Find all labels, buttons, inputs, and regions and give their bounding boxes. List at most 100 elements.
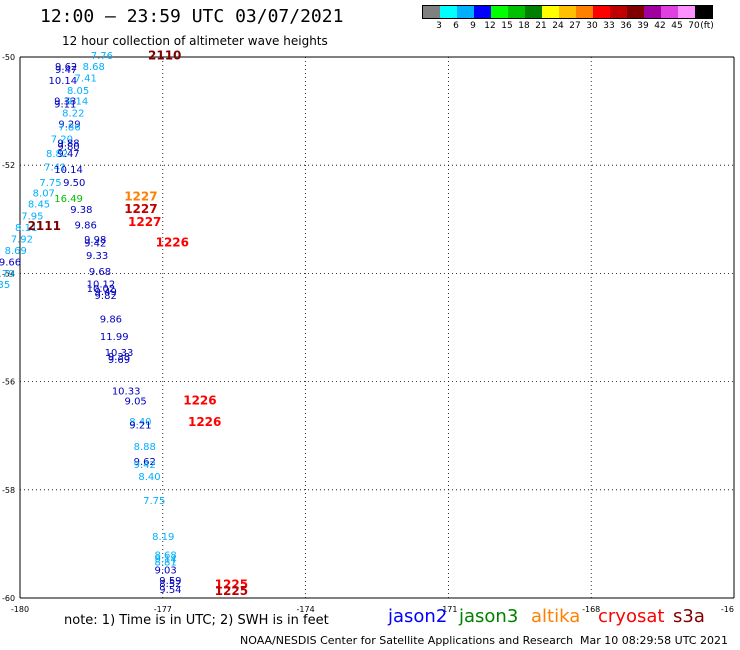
wave-height-label: 9.82 xyxy=(95,291,117,302)
wave-height-label: 9.49 xyxy=(95,287,117,298)
wave-height-label: 9.42 xyxy=(134,460,156,471)
legend-swatch xyxy=(457,6,474,18)
legend-label: 18 xyxy=(518,21,530,31)
wave-height-label: 10.12 xyxy=(87,279,116,290)
legend-label: 3 xyxy=(436,21,442,31)
wave-height-label: 7.75 xyxy=(143,496,165,507)
legend-swatch xyxy=(661,6,678,18)
wave-height-label: 8.05 xyxy=(67,86,89,97)
wave-height-label: 8.88 xyxy=(134,442,156,453)
legend-swatch xyxy=(542,6,559,18)
axis-ticks: -180 -177 -174 -171 -168 -16 -50 -52 -54 -56 -58 -6… xyxy=(2,53,734,614)
wave-height-label: 9.21 xyxy=(129,421,151,432)
y-tick-label: -54 xyxy=(2,269,15,278)
legend-swatch xyxy=(695,6,712,18)
wave-height-label: 11.99 xyxy=(100,332,129,343)
wave-height-label: 7.41 xyxy=(44,163,66,174)
legend-label: 9 xyxy=(470,21,476,31)
legend-label: 21 xyxy=(535,21,547,31)
page-title: 12:00 — 23:59 UTC 03/07/2021 xyxy=(40,6,344,27)
wave-height-label: 9.11 xyxy=(54,99,76,110)
wave-height-label: 9.38 xyxy=(70,205,92,216)
wave-height-label: 8.81 xyxy=(155,558,177,569)
wave-height-label: 9.14 xyxy=(155,554,177,565)
wave-height-label: 9.68 xyxy=(89,267,111,278)
wave-height-label: 9.29 xyxy=(58,119,80,130)
sat-cryosat: cryosat xyxy=(598,606,665,627)
wave-height-label: 8.35 xyxy=(0,280,10,291)
legend-swatch xyxy=(491,6,508,18)
wave-height-label: 7.92 xyxy=(11,235,33,246)
credit-line: NOAA/NESDIS Center for Satellite Applica… xyxy=(240,634,574,647)
legend-swatch xyxy=(627,6,644,18)
wave-height-label: 7.41 xyxy=(75,73,97,84)
legend-swatch xyxy=(474,6,491,18)
legend-label: 15 xyxy=(501,21,513,31)
wave-height-label: 9.33 xyxy=(86,251,108,262)
wave-height-label: 8.69 xyxy=(5,246,27,257)
sat-jason3: jason3 xyxy=(459,606,519,627)
wave-height-label: 7.95 xyxy=(21,211,43,222)
wave-height-label: 10.33 xyxy=(112,387,141,398)
legend-swatch xyxy=(440,6,457,18)
wave-height-label: 9.47 xyxy=(55,65,77,76)
wave-height-label: 10.02 xyxy=(87,284,116,295)
pass-time-label: 2111 xyxy=(28,219,61,233)
x-tick-label: -174 xyxy=(297,605,315,614)
pass-time-label: 1225 xyxy=(215,577,248,591)
x-tick-label: -177 xyxy=(154,605,172,614)
pass-time-label: 1226 xyxy=(188,415,221,429)
wave-height-label: 7.75 xyxy=(39,178,61,189)
wave-height-label: 9.54 xyxy=(159,585,181,596)
legend-swatch xyxy=(644,6,661,18)
footer-note: note: 1) Time is in UTC; 2) SWH is in fe… xyxy=(64,613,329,628)
wave-height-label: 8.40 xyxy=(129,417,151,428)
legend-labels: 3 6 9 12 15 18 21 24 27 30 33 36 39 42 45 70 (ft) xyxy=(422,19,714,33)
wave-height-label: 9.59 xyxy=(159,576,181,587)
wave-height-label: 8.07 xyxy=(33,189,55,200)
wave-height-label: 9.62 xyxy=(134,457,156,468)
legend-swatch xyxy=(678,6,695,18)
wave-height-label: 9.86 xyxy=(100,315,122,326)
wave-height-label: 9.47 xyxy=(57,149,79,160)
pass-time-label: 1227 xyxy=(124,202,157,216)
wave-height-label: 9.05 xyxy=(125,396,147,407)
wave-height-label: 10.14 xyxy=(54,165,83,176)
wave-height-label: 8.82 xyxy=(46,149,68,160)
legend-swatch xyxy=(525,6,542,18)
wave-height-label: 9.86 xyxy=(75,220,97,231)
wave-height-label: 8.11 xyxy=(15,223,37,234)
wave-height-label: 16.49 xyxy=(54,194,83,205)
wave-height-label: 7.20 xyxy=(51,134,73,145)
wave-height-label: 9.69 xyxy=(108,355,130,366)
legend-label: 33 xyxy=(603,21,615,31)
wave-height-label: 8.79 xyxy=(0,269,14,280)
legend-swatch xyxy=(593,6,610,18)
legend-swatch xyxy=(508,6,525,18)
x-tick-label: -171 xyxy=(439,605,457,614)
wave-height-label: 9.62 xyxy=(55,62,77,73)
wave-height-label: 9.80 xyxy=(57,142,79,153)
wave-height-label: 8.19 xyxy=(152,532,174,543)
wave-height-label: 9.42 xyxy=(84,238,106,249)
legend-swatch xyxy=(610,6,627,18)
y-tick-label: -58 xyxy=(2,486,15,495)
wave-height-label: 7.76 xyxy=(91,51,113,62)
wave-height-label: 8.68 xyxy=(155,551,177,562)
wave-height-label: 8.52 xyxy=(159,579,181,590)
map-grid xyxy=(19,56,735,599)
sat-s3a: s3a xyxy=(673,606,705,627)
wave-height-label: 9.33 xyxy=(54,97,76,108)
color-legend: 3 6 9 12 15 18 21 24 27 30 33 36 39 42 45 70 (ft) xyxy=(422,5,714,33)
wave-height-label: 9.88 xyxy=(57,138,79,149)
wave-height-label: 9.98 xyxy=(84,235,106,246)
wave-height-label: 9.66 xyxy=(0,257,21,268)
wave-height-labels: 7.768.689.629.477.4110.148.059.339.149.1… xyxy=(0,51,182,596)
pass-time-label: 1226 xyxy=(183,393,216,407)
wave-height-label: 8.22 xyxy=(62,109,84,120)
legend-label: 30 xyxy=(586,21,598,31)
legend-label: 70 xyxy=(688,21,700,31)
wave-height-label: 9.03 xyxy=(155,566,177,577)
